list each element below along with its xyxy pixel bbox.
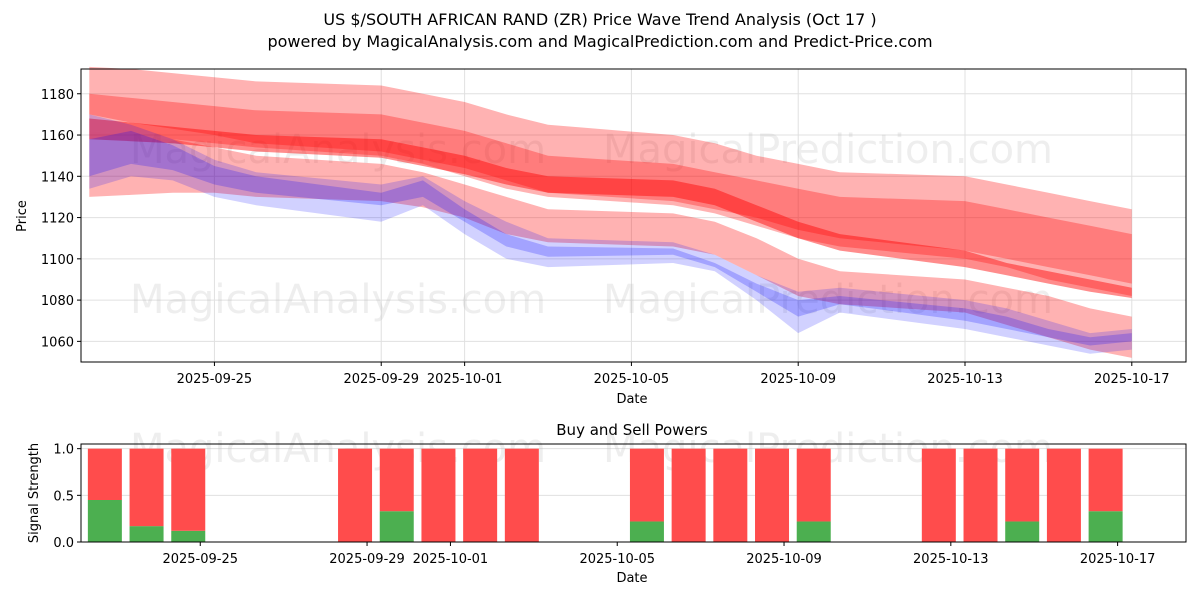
main-y-tick-label: 1120 [41,212,74,227]
main-x-tick-label: 2025-10-13 [927,372,1003,387]
band-sell-wave-low [89,130,1132,358]
bottom-x-tick-label: 2025-10-09 [746,552,822,567]
sell-bar [671,448,706,542]
sell-bar [796,448,831,522]
bottom-y-tick-label: 0.5 [53,489,74,504]
watermark-prediction-top: MagicalPrediction.com [603,127,1053,173]
chart-title: US $/SOUTH AFRICAN RAND (ZR) Price Wave … [323,10,877,29]
buy-bar [796,521,831,542]
bottom-y-ticks: 0.0 0.5 1.0 [53,443,81,551]
bottom-x-tick-label: 2025-10-05 [579,552,655,567]
sell-bar [755,448,790,542]
main-x-ticks: 2025-09-25 2025-09-29 2025-10-01 2025-10-05… [177,362,1170,387]
bottom-y-tick-label: 1.0 [53,443,74,458]
main-x-axis-label: Date [616,392,647,407]
watermark-prediction-bottom: MagicalPrediction.com [603,277,1053,323]
sell-bar [421,448,456,542]
sell-bar [629,448,664,522]
main-x-tick-label: 2025-10-05 [594,372,670,387]
main-y-tick-label: 1160 [41,129,74,144]
bottom-y-axis-label: Signal Strength [27,443,42,543]
sell-bar [129,448,164,527]
main-x-tick-label: 2025-10-09 [760,372,836,387]
chart-subtitle: powered by MagicalAnalysis.com and Magic… [267,32,933,51]
main-y-tick-label: 1140 [41,170,74,185]
main-y-tick-label: 1180 [41,88,74,103]
sell-bar [1046,448,1081,542]
sell-bar [379,448,414,512]
main-y-axis-label: Price [15,200,30,232]
sell-bar [338,448,373,542]
buy-bar [379,511,414,542]
main-x-tick-label: 2025-10-17 [1094,372,1170,387]
bottom-x-tick-label: 2025-10-17 [1080,552,1156,567]
sell-bar [1088,448,1123,512]
sell-bar [87,448,122,500]
buy-bar [1088,511,1123,542]
bottom-chart-title: Buy and Sell Powers [556,421,708,439]
band-sell-wave-outer [89,66,1132,284]
main-y-ticks: 1060 1080 1100 1120 1140 1160 1180 [41,88,81,350]
main-axes-frame [80,68,1187,363]
main-bands [89,66,1132,358]
main-y-tick-label: 1080 [41,294,74,309]
bottom-axes-frame [80,443,1187,543]
bottom-x-tick-label: 2025-09-25 [162,552,238,567]
band-sell-wave-mid [89,93,1132,296]
sell-bar [1005,448,1040,522]
buy-bar [129,526,164,542]
buy-bar [87,500,122,542]
watermark-analysis-bottom: MagicalAnalysis.com [130,277,546,323]
bottom-x-axis-label: Date [616,571,647,586]
main-x-tick-label: 2025-09-25 [177,372,253,387]
main-y-tick-label: 1060 [41,335,74,350]
sell-bar [463,448,498,542]
bottom-x-tick-label: 2025-10-01 [413,552,489,567]
bottom-y-tick-label: 0.0 [53,536,74,551]
buy-bar [171,530,206,542]
main-x-tick-label: 2025-10-01 [427,372,503,387]
sell-bar [713,448,748,542]
sell-bar [504,448,539,542]
watermark-analysis-top: MagicalAnalysis.com [130,127,546,173]
bottom-bars [87,448,1123,542]
band-buy-wave-outer [89,114,1132,354]
buy-bar [1005,521,1040,542]
main-watermarks: MagicalAnalysis.com MagicalPrediction.co… [130,127,1053,323]
main-x-tick-label: 2025-09-29 [343,372,419,387]
sell-bar [171,448,206,531]
sell-bar [921,448,956,542]
main-y-tick-label: 1100 [41,253,74,268]
bottom-x-tick-label: 2025-10-13 [913,552,989,567]
band-sell-wave-core [89,118,1132,298]
bottom-x-ticks: 2025-09-25 2025-09-29 2025-10-01 2025-10-05… [162,542,1155,567]
main-grid [81,69,1186,362]
sell-bar [963,448,998,542]
bottom-x-tick-label: 2025-09-29 [329,552,405,567]
band-buy-wave-core [89,130,1132,346]
buy-bar [629,521,664,542]
